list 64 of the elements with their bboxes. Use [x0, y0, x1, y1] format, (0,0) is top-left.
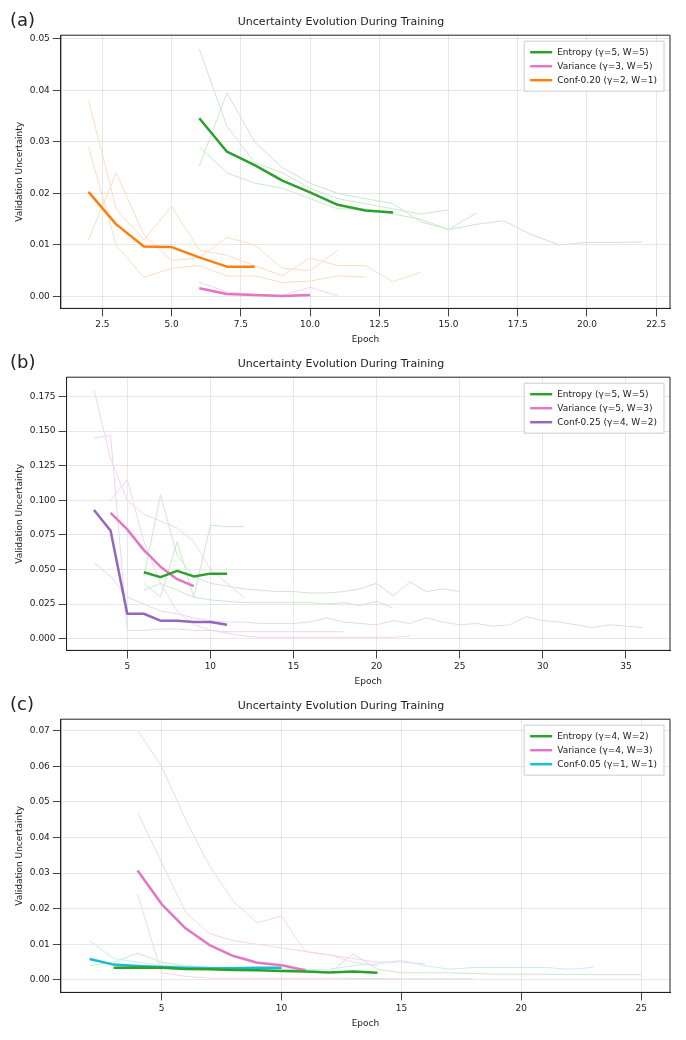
y-tick-label: 0.000 [29, 632, 56, 643]
chart-title: Uncertainty Evolution During Training [237, 357, 445, 371]
y-tick-label: 0.150 [29, 425, 56, 436]
x-tick-label: 2.5 [95, 319, 110, 330]
x-tick-label: 10 [275, 1003, 288, 1014]
y-tick-label: 0.03 [29, 867, 50, 878]
x-tick-label: 30 [537, 661, 549, 672]
legend-label: Variance (γ=5, W=3) [557, 402, 653, 413]
legend-label: Conf-0.05 (γ=1, W=1) [557, 758, 658, 769]
chart-title: Uncertainty Evolution During Training [237, 15, 445, 29]
y-tick-label: 0.075 [29, 529, 56, 540]
x-tick-label: 20.0 [576, 319, 598, 330]
y-tick-label: 0.04 [29, 831, 51, 842]
x-tick-label: 22.5 [646, 319, 667, 330]
x-tick-label: 25 [635, 1003, 647, 1014]
x-tick-label: 5.0 [164, 319, 180, 330]
x-tick-label: 10.0 [300, 319, 321, 330]
legend-label: Variance (γ=4, W=3) [557, 744, 653, 755]
y-axis-title: Validation Uncertainty [13, 121, 24, 222]
y-tick-label: 0.05 [29, 796, 50, 807]
y-tick-label: 0.00 [29, 290, 51, 301]
legend-label: Conf-0.20 (γ=2, W=1) [557, 74, 658, 85]
y-tick-label: 0.125 [29, 460, 56, 471]
y-tick-label: 0.05 [29, 33, 50, 44]
x-tick-label: 20 [515, 1003, 528, 1014]
y-tick-label: 0.100 [29, 494, 56, 505]
x-tick-label: 12.5 [369, 319, 390, 330]
text: (b) [10, 350, 36, 372]
y-axis-title: Validation Uncertainty [13, 463, 24, 564]
y-tick-label: 0.01 [29, 239, 50, 250]
y-tick-label: 0.175 [29, 390, 56, 401]
x-tick-label: 25 [453, 661, 466, 672]
y-tick-label: 0.06 [29, 760, 51, 771]
legend-label: Variance (γ=3, W=5) [557, 60, 653, 71]
text: (c) [10, 692, 34, 714]
y-tick-label: 0.02 [29, 903, 50, 914]
x-tick-label: 15 [287, 661, 300, 672]
y-tick-label: 0.025 [29, 598, 56, 609]
x-tick-label: 5 [124, 661, 131, 672]
y-tick-label: 0.00 [29, 974, 51, 985]
legend-label: Entropy (γ=5, W=5) [557, 388, 649, 399]
y-tick-label: 0.050 [29, 563, 56, 574]
chart-title: Uncertainty Evolution During Training [237, 699, 445, 713]
x-axis-title: Epoch [354, 675, 383, 686]
y-axis-title: Validation Uncertainty [13, 805, 24, 906]
legend-label: Entropy (γ=5, W=5) [557, 46, 649, 57]
x-tick-label: 5 [158, 1003, 165, 1014]
x-tick-label: 15.0 [438, 319, 459, 330]
x-tick-label: 35 [620, 661, 632, 672]
y-tick-label: 0.02 [29, 187, 50, 198]
x-tick-label: 17.5 [507, 319, 528, 330]
legend-label: Entropy (γ=4, W=2) [557, 730, 649, 741]
y-tick-label: 0.01 [29, 938, 50, 949]
x-tick-label: 10 [204, 661, 217, 672]
y-tick-label: 0.03 [29, 136, 50, 147]
x-tick-label: 20 [370, 661, 383, 672]
x-axis-title: Epoch [351, 1017, 380, 1028]
x-tick-label: 7.5 [233, 319, 248, 330]
x-axis-title: Epoch [351, 333, 380, 344]
y-tick-label: 0.04 [29, 84, 51, 95]
legend-label: Conf-0.25 (γ=4, W=2) [557, 416, 658, 427]
x-tick-label: 15 [395, 1003, 408, 1014]
text: (a) [10, 8, 36, 30]
y-tick-label: 0.07 [29, 724, 50, 735]
